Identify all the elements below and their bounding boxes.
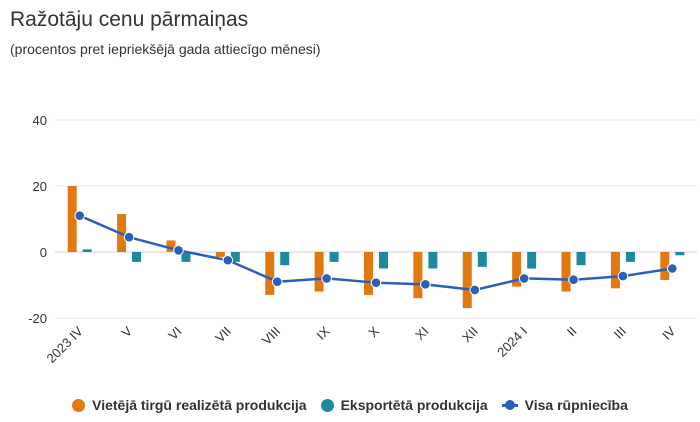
- bar-export: [132, 252, 142, 262]
- x-tick-label: III: [611, 324, 629, 342]
- point-total: [271, 276, 283, 288]
- x-tick-label: VIII: [259, 324, 283, 348]
- bar-domestic: [610, 252, 620, 289]
- chart-subtitle: (procentos pret iepriekšējā gada attiecī…: [10, 41, 321, 57]
- point-total: [469, 284, 481, 296]
- bar-domestic: [660, 252, 670, 281]
- legend-label-total: Visa rūpniecība: [524, 397, 628, 413]
- legend-item-total[interactable]: Visa rūpniecība: [501, 397, 628, 413]
- bar-export: [181, 252, 191, 262]
- legend-label-domestic: Vietējā tirgū realizētā produkcija: [92, 397, 307, 413]
- legend-item-domestic[interactable]: Vietējā tirgū realizētā produkcija: [72, 397, 307, 413]
- point-total: [370, 277, 382, 288]
- x-tick-label: X: [365, 323, 382, 340]
- point-total: [420, 279, 431, 290]
- x-tick-label: VII: [212, 324, 234, 346]
- legend-swatch-export: [320, 398, 334, 412]
- point-total: [222, 254, 234, 266]
- x-tick-label: 2023 IV: [44, 323, 87, 366]
- bar-export: [82, 249, 92, 252]
- bar-domestic: [364, 252, 373, 295]
- bar-domestic: [413, 252, 423, 299]
- y-tick-label: -20: [28, 311, 47, 326]
- x-tick-label: II: [564, 324, 580, 340]
- x-tick-label: IX: [313, 323, 333, 343]
- point-total: [667, 263, 678, 274]
- point-total: [321, 273, 332, 284]
- bar-domestic: [67, 186, 77, 252]
- point-total: [518, 273, 530, 284]
- y-tick-label: 40: [33, 113, 47, 128]
- legend-swatch-domestic: [72, 398, 86, 412]
- bar-export: [527, 252, 537, 269]
- bar-domestic: [314, 252, 324, 292]
- point-total: [617, 270, 629, 282]
- x-tick-label: XII: [459, 324, 481, 346]
- bar-export: [329, 252, 339, 262]
- x-tick-label: 2024 I: [494, 324, 530, 360]
- point-total: [568, 274, 579, 286]
- chart-title: Ražotāju cenu pārmaiņas: [10, 8, 249, 31]
- x-tick-label: XI: [412, 324, 431, 343]
- y-tick-label: 20: [33, 179, 47, 194]
- bar-domestic: [512, 252, 522, 287]
- bar-export: [477, 252, 487, 267]
- x-tick-label: IV: [659, 323, 679, 343]
- bar-domestic: [462, 252, 472, 309]
- legend-label-export: Eksportētā produkcija: [340, 397, 488, 413]
- chart-legend: Vietējā tirgū realizētā produkcija Ekspo…: [0, 393, 700, 417]
- bar-export: [230, 252, 240, 262]
- bar-export: [625, 252, 635, 262]
- x-tick-label: V: [118, 323, 135, 340]
- point-total: [173, 245, 184, 256]
- bar-export: [379, 252, 388, 269]
- legend-item-export[interactable]: Eksportētā produkcija: [320, 397, 488, 413]
- legend-swatch-total: [501, 399, 518, 412]
- bar-export: [428, 252, 438, 269]
- bar-domestic: [561, 252, 571, 292]
- point-total: [123, 231, 135, 243]
- bar-domestic: [166, 240, 176, 252]
- bar-export: [675, 252, 685, 256]
- x-tick-label: VI: [165, 324, 184, 343]
- y-tick-label: 0: [40, 245, 47, 260]
- bar-export: [280, 252, 290, 266]
- bar-domestic: [215, 252, 225, 257]
- bar-export: [576, 252, 586, 266]
- bar-domestic: [265, 252, 275, 295]
- point-total: [74, 210, 85, 221]
